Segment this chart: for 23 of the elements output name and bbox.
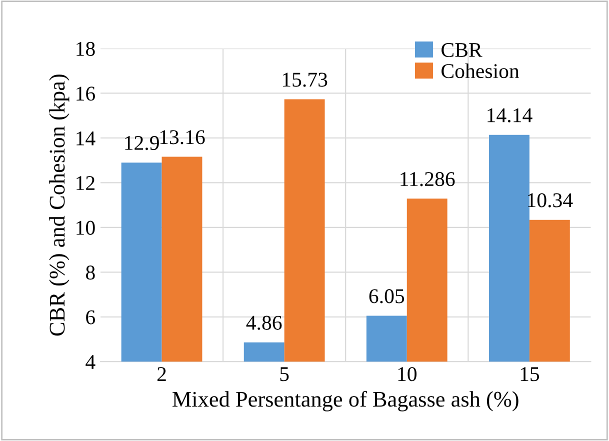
x-axis-title: Mixed Persentange of Bagasse ash (%) xyxy=(172,390,518,412)
data-label: 11.286 xyxy=(400,172,455,186)
data-label: 14.14 xyxy=(488,108,532,122)
legend-label: Cohesion xyxy=(442,63,520,78)
y-tick-label: 4 xyxy=(86,355,96,369)
y-axis-title: CBR (%) and Cohesion (kpa) xyxy=(49,74,70,336)
data-label: 6.05 xyxy=(369,289,404,304)
y-tick-label: 18 xyxy=(76,42,95,56)
y-tick-label: 6 xyxy=(86,310,95,324)
legend-label: CBR xyxy=(442,43,482,58)
y-tick-label: 14 xyxy=(76,131,96,146)
data-label: 4.86 xyxy=(246,316,282,330)
x-tick-label: 15 xyxy=(520,367,540,382)
y-tick-label: 16 xyxy=(76,86,95,101)
y-tick-label: 10 xyxy=(76,220,95,235)
data-label: 15.73 xyxy=(282,72,328,87)
data-label: 12.9 xyxy=(125,136,159,150)
x-tick-label: 10 xyxy=(398,367,417,382)
y-tick-label: 12 xyxy=(76,176,94,190)
x-tick-label: 5 xyxy=(280,367,289,382)
x-tick-label: 2 xyxy=(157,367,166,381)
y-tick-label: 8 xyxy=(86,266,95,280)
data-label: 13.16 xyxy=(160,130,205,144)
